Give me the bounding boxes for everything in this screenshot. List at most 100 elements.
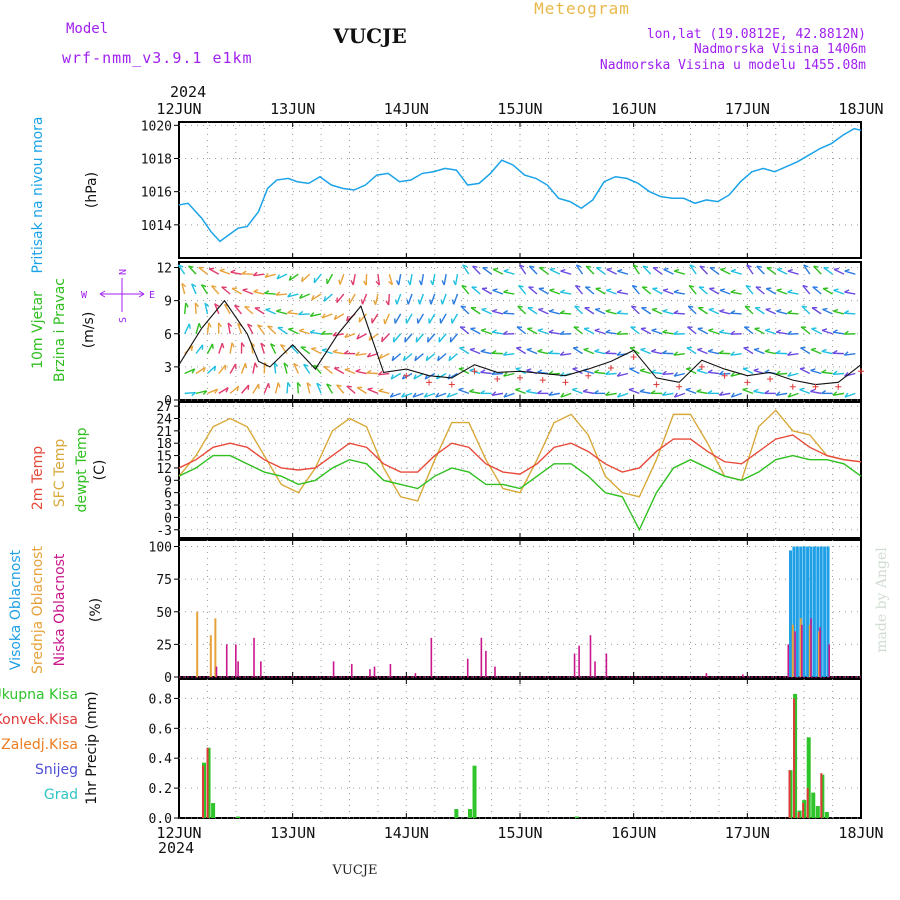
wind-barb <box>191 283 197 295</box>
wind-barb-flag <box>574 305 580 308</box>
wind-barb <box>754 307 765 315</box>
y-tick-label-pressure: 1018 <box>141 152 172 167</box>
wind-barb-flag <box>188 323 191 329</box>
wind-barb-flag <box>605 349 611 354</box>
wind-barb-flag <box>346 385 352 388</box>
wind-barb <box>381 333 390 343</box>
wind-barb <box>298 313 310 316</box>
wind-barb <box>229 385 239 394</box>
wind-barb <box>195 323 200 334</box>
wind-barb <box>753 390 765 395</box>
wind-barb <box>764 350 776 355</box>
precip-total-bar <box>811 792 816 818</box>
wind-barb <box>617 392 629 398</box>
wind-barb <box>491 392 504 396</box>
wind-barb-flag <box>383 318 386 325</box>
pressure-line <box>178 127 862 243</box>
footer-station: VUCJE <box>332 863 378 878</box>
wind-barb-flag <box>746 264 752 268</box>
wind-barb-flag <box>673 330 679 335</box>
wind-barb <box>436 372 447 380</box>
precip-legend-conv: Konvek.Kisa <box>0 712 78 728</box>
wind-barb-flag <box>697 347 703 351</box>
wind-barb <box>662 372 674 375</box>
wind-barb-flag <box>821 328 828 332</box>
wind-barb-flag <box>582 388 588 393</box>
y-tick-label-temperature: 9 <box>164 474 172 489</box>
wind-barb-flag <box>381 336 384 342</box>
wind-barb-flag <box>417 299 421 305</box>
precip-legend-total: Ukupna Kisa <box>0 687 78 703</box>
wind-barb <box>560 312 572 315</box>
wind-barb-flag <box>480 369 486 373</box>
year-bottom: 2024 <box>158 839 194 857</box>
wind-barb-flag <box>833 308 839 312</box>
cloud-low-bar <box>828 644 830 677</box>
wind-barb <box>651 350 663 355</box>
wind-barb-flag <box>265 307 271 311</box>
cloud-low-bar <box>332 661 335 677</box>
wind-barb-flag <box>730 309 736 314</box>
wind-barb <box>184 323 191 335</box>
wind-barb <box>799 388 811 395</box>
y-tick-label-temperature: 0 <box>164 511 172 526</box>
wind-barb <box>405 313 413 324</box>
wind-barb <box>492 268 504 275</box>
wind-barb-flag <box>452 280 457 286</box>
wind-barb <box>549 268 561 275</box>
wind-barb <box>454 274 459 286</box>
wind-barb-flag <box>844 268 850 272</box>
wind-barb-flag <box>787 330 792 335</box>
wind-barb-flag <box>311 347 317 350</box>
wind-barb-flag <box>662 370 667 375</box>
wind-barb <box>662 392 674 396</box>
wind-barb-flag <box>832 370 838 375</box>
wind-barb-flag <box>214 388 219 394</box>
cloud-low-bar <box>237 661 239 677</box>
y-tick-label-precip: 0.2 <box>149 782 172 797</box>
wind-barb <box>221 286 231 295</box>
wind-barb-flag <box>787 371 792 377</box>
wind-barb-flag <box>299 293 303 299</box>
wind-barb-flag <box>316 382 322 387</box>
wind-barb <box>810 369 822 375</box>
wind-barb-flag <box>503 371 508 377</box>
wind-compass: N W E S <box>81 269 155 323</box>
wind-barb-flag <box>753 388 759 393</box>
wind-barb <box>731 392 742 398</box>
wind-barb-flag <box>586 265 592 268</box>
wind-barb <box>503 270 515 275</box>
y-tick-label-precip: 0.8 <box>149 692 172 707</box>
wind-barb <box>696 369 708 375</box>
wind-barb <box>641 286 652 295</box>
wind-barb-flag <box>309 329 315 333</box>
wind-barb-flag <box>425 355 429 361</box>
cloud-low-bar <box>578 645 580 677</box>
cloud-low-bar <box>485 650 487 677</box>
wind-barb-flag <box>296 381 302 387</box>
wind-barb <box>480 350 492 355</box>
wind-barb-flag <box>375 280 380 286</box>
wind-barb-flag <box>730 371 735 377</box>
wind-barb <box>822 287 833 295</box>
x-tick-label-top: 15JUN <box>497 100 542 118</box>
wind-barb-flag <box>326 383 332 387</box>
wind-barb <box>481 308 492 315</box>
y-tick-label-wind: 12 <box>156 262 172 277</box>
wind-barb <box>206 365 216 375</box>
wind-barb <box>697 327 708 335</box>
wind-barb-flag <box>414 355 417 361</box>
wind-barb <box>813 265 822 275</box>
wind-barb-flag <box>744 305 751 308</box>
pressure-unit: (hPa) <box>84 172 100 208</box>
wind-barb-flag <box>344 332 349 338</box>
wind-barb <box>448 353 458 362</box>
wind-barb <box>787 392 799 398</box>
wind-barb-flag <box>549 288 555 291</box>
wind-barb <box>833 289 845 295</box>
wind-barb <box>821 371 833 375</box>
wind-barb-flag <box>833 267 840 271</box>
wind-barb-flag <box>754 347 760 351</box>
wind-barbs <box>177 264 856 398</box>
wind-barb-flag <box>688 284 695 288</box>
